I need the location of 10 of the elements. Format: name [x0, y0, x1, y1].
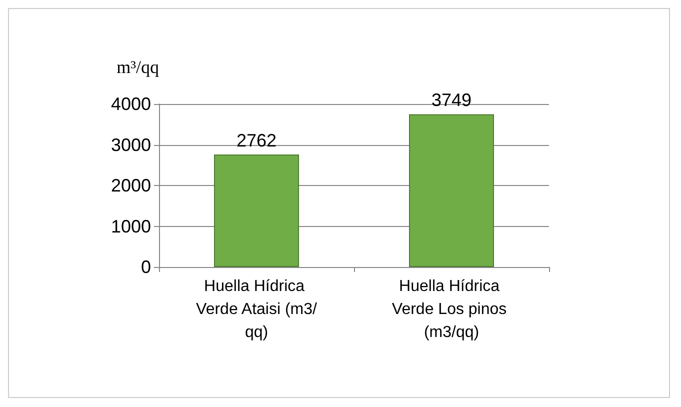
y-tick-label: 1000 — [110, 216, 151, 236]
y-tick-label: 0 — [140, 257, 151, 277]
data-label: 3749 — [431, 90, 472, 110]
data-label: 2762 — [236, 130, 277, 150]
y-tick-label: 3000 — [110, 134, 151, 155]
y-axis-title: m³/qq — [116, 57, 159, 77]
x-tick-label: Huella Hídrica Verde Ataisi (m3/qq) — [196, 278, 318, 341]
y-tick-label: 4000 — [110, 94, 151, 114]
x-tick-label: Huella Hídrica Verde Los pinos (m3/qq) — [392, 278, 512, 341]
y-tick-label: 2000 — [110, 176, 151, 196]
